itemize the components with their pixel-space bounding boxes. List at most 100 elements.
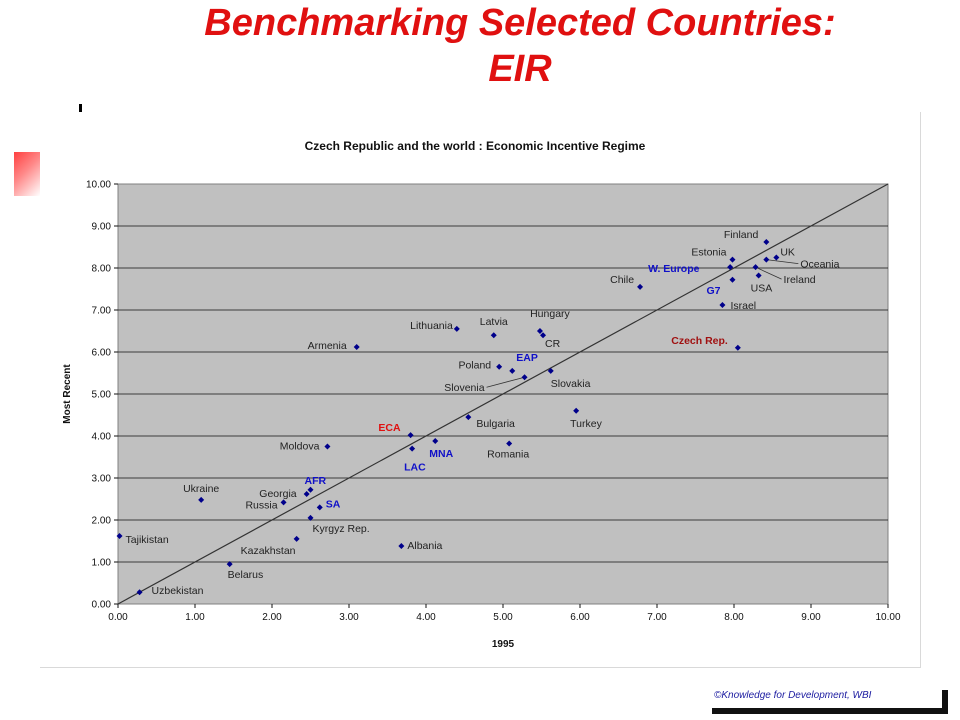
point-label: Kyrgyz Rep.	[313, 523, 370, 535]
x-tick-label: 2.00	[262, 612, 282, 623]
data-point	[727, 264, 734, 271]
data-point	[407, 432, 414, 439]
data-point	[729, 276, 736, 283]
x-tick-label: 4.00	[416, 612, 436, 623]
y-tick-label: 2.00	[92, 516, 112, 527]
data-point	[280, 499, 287, 506]
data-point	[755, 272, 762, 279]
point-label: Kazakhstan	[241, 545, 296, 557]
data-point	[734, 344, 741, 351]
x-tick-label: 9.00	[801, 612, 821, 623]
y-tick-label: 4.00	[92, 432, 112, 443]
point-label: Uzbekistan	[152, 585, 204, 597]
data-point	[136, 589, 143, 596]
x-tick-label: 8.00	[724, 612, 744, 623]
y-tick-label: 10.00	[86, 180, 111, 191]
y-tick-label: 0.00	[92, 600, 112, 611]
point-label: Georgia	[259, 488, 297, 500]
x-tick-label: 5.00	[493, 612, 513, 623]
point-label: Ukraine	[183, 483, 219, 495]
y-tick-label: 3.00	[92, 474, 112, 485]
point-label: G7	[706, 285, 720, 297]
point-label: Belarus	[228, 569, 264, 581]
data-point	[432, 438, 439, 445]
x-tick-label: 6.00	[570, 612, 590, 623]
footer-tick	[942, 690, 948, 714]
point-label: Armenia	[308, 340, 347, 352]
x-tick-label: 0.00	[108, 612, 128, 623]
data-point	[116, 532, 123, 539]
point-label: Chile	[610, 274, 634, 286]
scatter-chart: Czech Republic and the world : Economic …	[62, 139, 901, 650]
data-point	[453, 325, 460, 332]
data-point	[506, 440, 513, 447]
data-point	[198, 496, 205, 503]
point-label: Albania	[407, 540, 442, 552]
data-point	[293, 535, 300, 542]
slide-title-line-2: EIR	[488, 48, 552, 90]
point-label: AFR	[305, 475, 327, 487]
data-point	[729, 256, 736, 263]
point-label: EAP	[516, 352, 538, 364]
data-point	[540, 332, 547, 339]
y-tick-label: 6.00	[92, 348, 112, 359]
data-point	[763, 238, 770, 245]
y-tick-label: 1.00	[92, 558, 112, 569]
slide-title-line-1: Benchmarking Selected Countries:	[204, 2, 836, 44]
point-label: Slovakia	[551, 378, 591, 390]
y-tick-label: 8.00	[92, 264, 112, 275]
point-label: ECA	[378, 422, 401, 434]
point-label: Israel	[730, 300, 756, 312]
decorative-tick-mark	[79, 104, 82, 118]
point-label: Oceania	[800, 259, 839, 271]
data-point	[324, 443, 331, 450]
data-point	[536, 328, 543, 334]
point-label: Romania	[487, 449, 529, 461]
point-label: Moldova	[280, 441, 320, 453]
data-point	[547, 367, 554, 374]
point-label: Ireland	[784, 274, 816, 286]
data-point	[465, 414, 472, 421]
data-point	[226, 561, 233, 568]
point-label: Turkey	[570, 418, 602, 430]
point-label: UK	[780, 247, 795, 259]
point-label: Lithuania	[410, 320, 453, 332]
point-label: Czech Rep.	[671, 335, 728, 347]
data-point	[316, 504, 323, 511]
point-label: Poland	[458, 360, 491, 372]
data-point	[409, 445, 416, 452]
x-tick-label: 7.00	[647, 612, 667, 623]
point-label: SA	[326, 498, 341, 510]
data-point	[521, 374, 528, 381]
point-label: LAC	[404, 462, 426, 474]
point-label: Finland	[724, 229, 759, 241]
y-tick-label: 9.00	[92, 222, 112, 233]
x-tick-label: 10.00	[875, 612, 900, 623]
data-point	[398, 543, 405, 550]
diagonal-line	[117, 183, 889, 605]
point-label: Slovenia	[444, 382, 484, 394]
data-point	[763, 256, 770, 263]
leader-line	[755, 266, 782, 280]
data-point	[752, 264, 759, 271]
leader-line	[766, 259, 799, 264]
chart-title: Czech Republic and the world : Economic …	[305, 139, 646, 153]
point-label: Hungary	[530, 308, 570, 320]
x-tick-label: 1.00	[185, 612, 205, 623]
data-point	[303, 490, 310, 497]
leader-line	[486, 376, 525, 388]
point-label: W. Europe	[648, 263, 699, 275]
data-point	[307, 514, 314, 521]
footer-credit: ©Knowledge for Development, WBI	[714, 690, 872, 701]
data-point	[307, 486, 314, 493]
point-label: CR	[545, 338, 561, 350]
footer-bar	[712, 708, 948, 714]
point-label: MNA	[429, 448, 453, 460]
slide-title: Benchmarking Selected Countries: EIR	[0, 0, 960, 92]
x-tick-label: 3.00	[339, 612, 359, 623]
point-label: Latvia	[480, 316, 508, 328]
data-point	[496, 363, 503, 370]
point-label: USA	[751, 283, 773, 295]
y-tick-label: 7.00	[92, 306, 112, 317]
point-label: Russia	[245, 499, 277, 511]
